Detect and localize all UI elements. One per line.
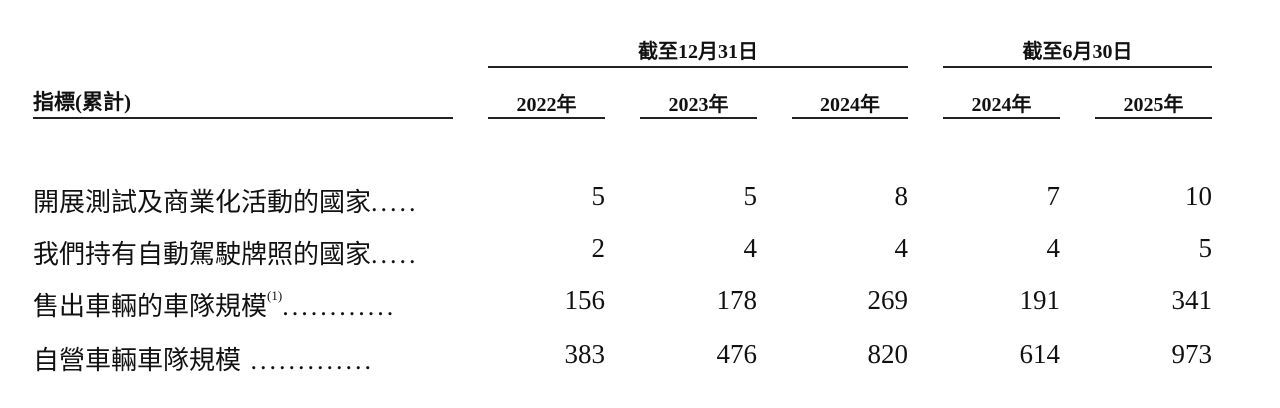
year-header: 2023年 [668,94,729,116]
cell-value: 269 [867,285,909,315]
row-label: 開展測試及商業化活動的國家..... [33,182,453,219]
leader-dots: ..... [371,240,419,269]
divider [488,66,908,68]
year-header: 2025年 [1123,94,1184,116]
cell-value: 4 [743,233,758,263]
leader-dots: ..... [371,188,419,217]
cell-value: 178 [716,285,758,315]
row-label-header: 指標(累計) [33,90,131,114]
divider [1095,117,1212,119]
group-header-dec31: 截至12月31日 [638,41,758,63]
row-label-text: 我們持有自動駕駛牌照的國家 [33,240,372,269]
group-header-jun30: 截至6月30日 [1022,41,1133,63]
row-label: 售出車輛的車隊規模(1)............ [33,286,453,323]
divider [33,117,453,119]
leader-dots: ............. [241,346,375,375]
row-label: 自營車輛車隊規模 ............. [33,340,453,377]
cell-value: 341 [1171,285,1213,315]
cell-value: 10 [1185,181,1212,211]
divider [943,66,1212,68]
leader-dots: ............ [282,292,397,321]
cell-value: 4 [894,233,909,263]
row-label-text: 開展測試及商業化活動的國家 [33,188,372,217]
row-label-text: 自營車輛車隊規模 [33,346,242,375]
year-header: 2024年 [971,94,1032,116]
cell-value: 476 [716,339,758,369]
cell-value: 820 [867,339,909,369]
cell-value: 156 [564,285,606,315]
row-label-text: 售出車輛的車隊規模 [33,292,268,321]
divider [792,117,908,119]
year-header: 2022年 [516,94,577,116]
divider [640,117,757,119]
cell-value: 383 [564,339,606,369]
cell-value: 7 [1046,181,1061,211]
row-label: 我們持有自動駕駛牌照的國家..... [33,234,453,271]
cell-value: 614 [1019,339,1061,369]
cell-value: 5 [1198,233,1213,263]
footnote-marker: (1) [267,288,283,303]
cell-value: 973 [1171,339,1213,369]
cell-value: 5 [743,181,758,211]
year-header: 2024年 [820,94,880,116]
cell-value: 8 [894,181,909,211]
cell-value: 5 [591,181,606,211]
cell-value: 4 [1046,233,1061,263]
cell-value: 191 [1019,285,1061,315]
cell-value: 2 [591,233,606,263]
divider [488,117,605,119]
divider [943,117,1060,119]
